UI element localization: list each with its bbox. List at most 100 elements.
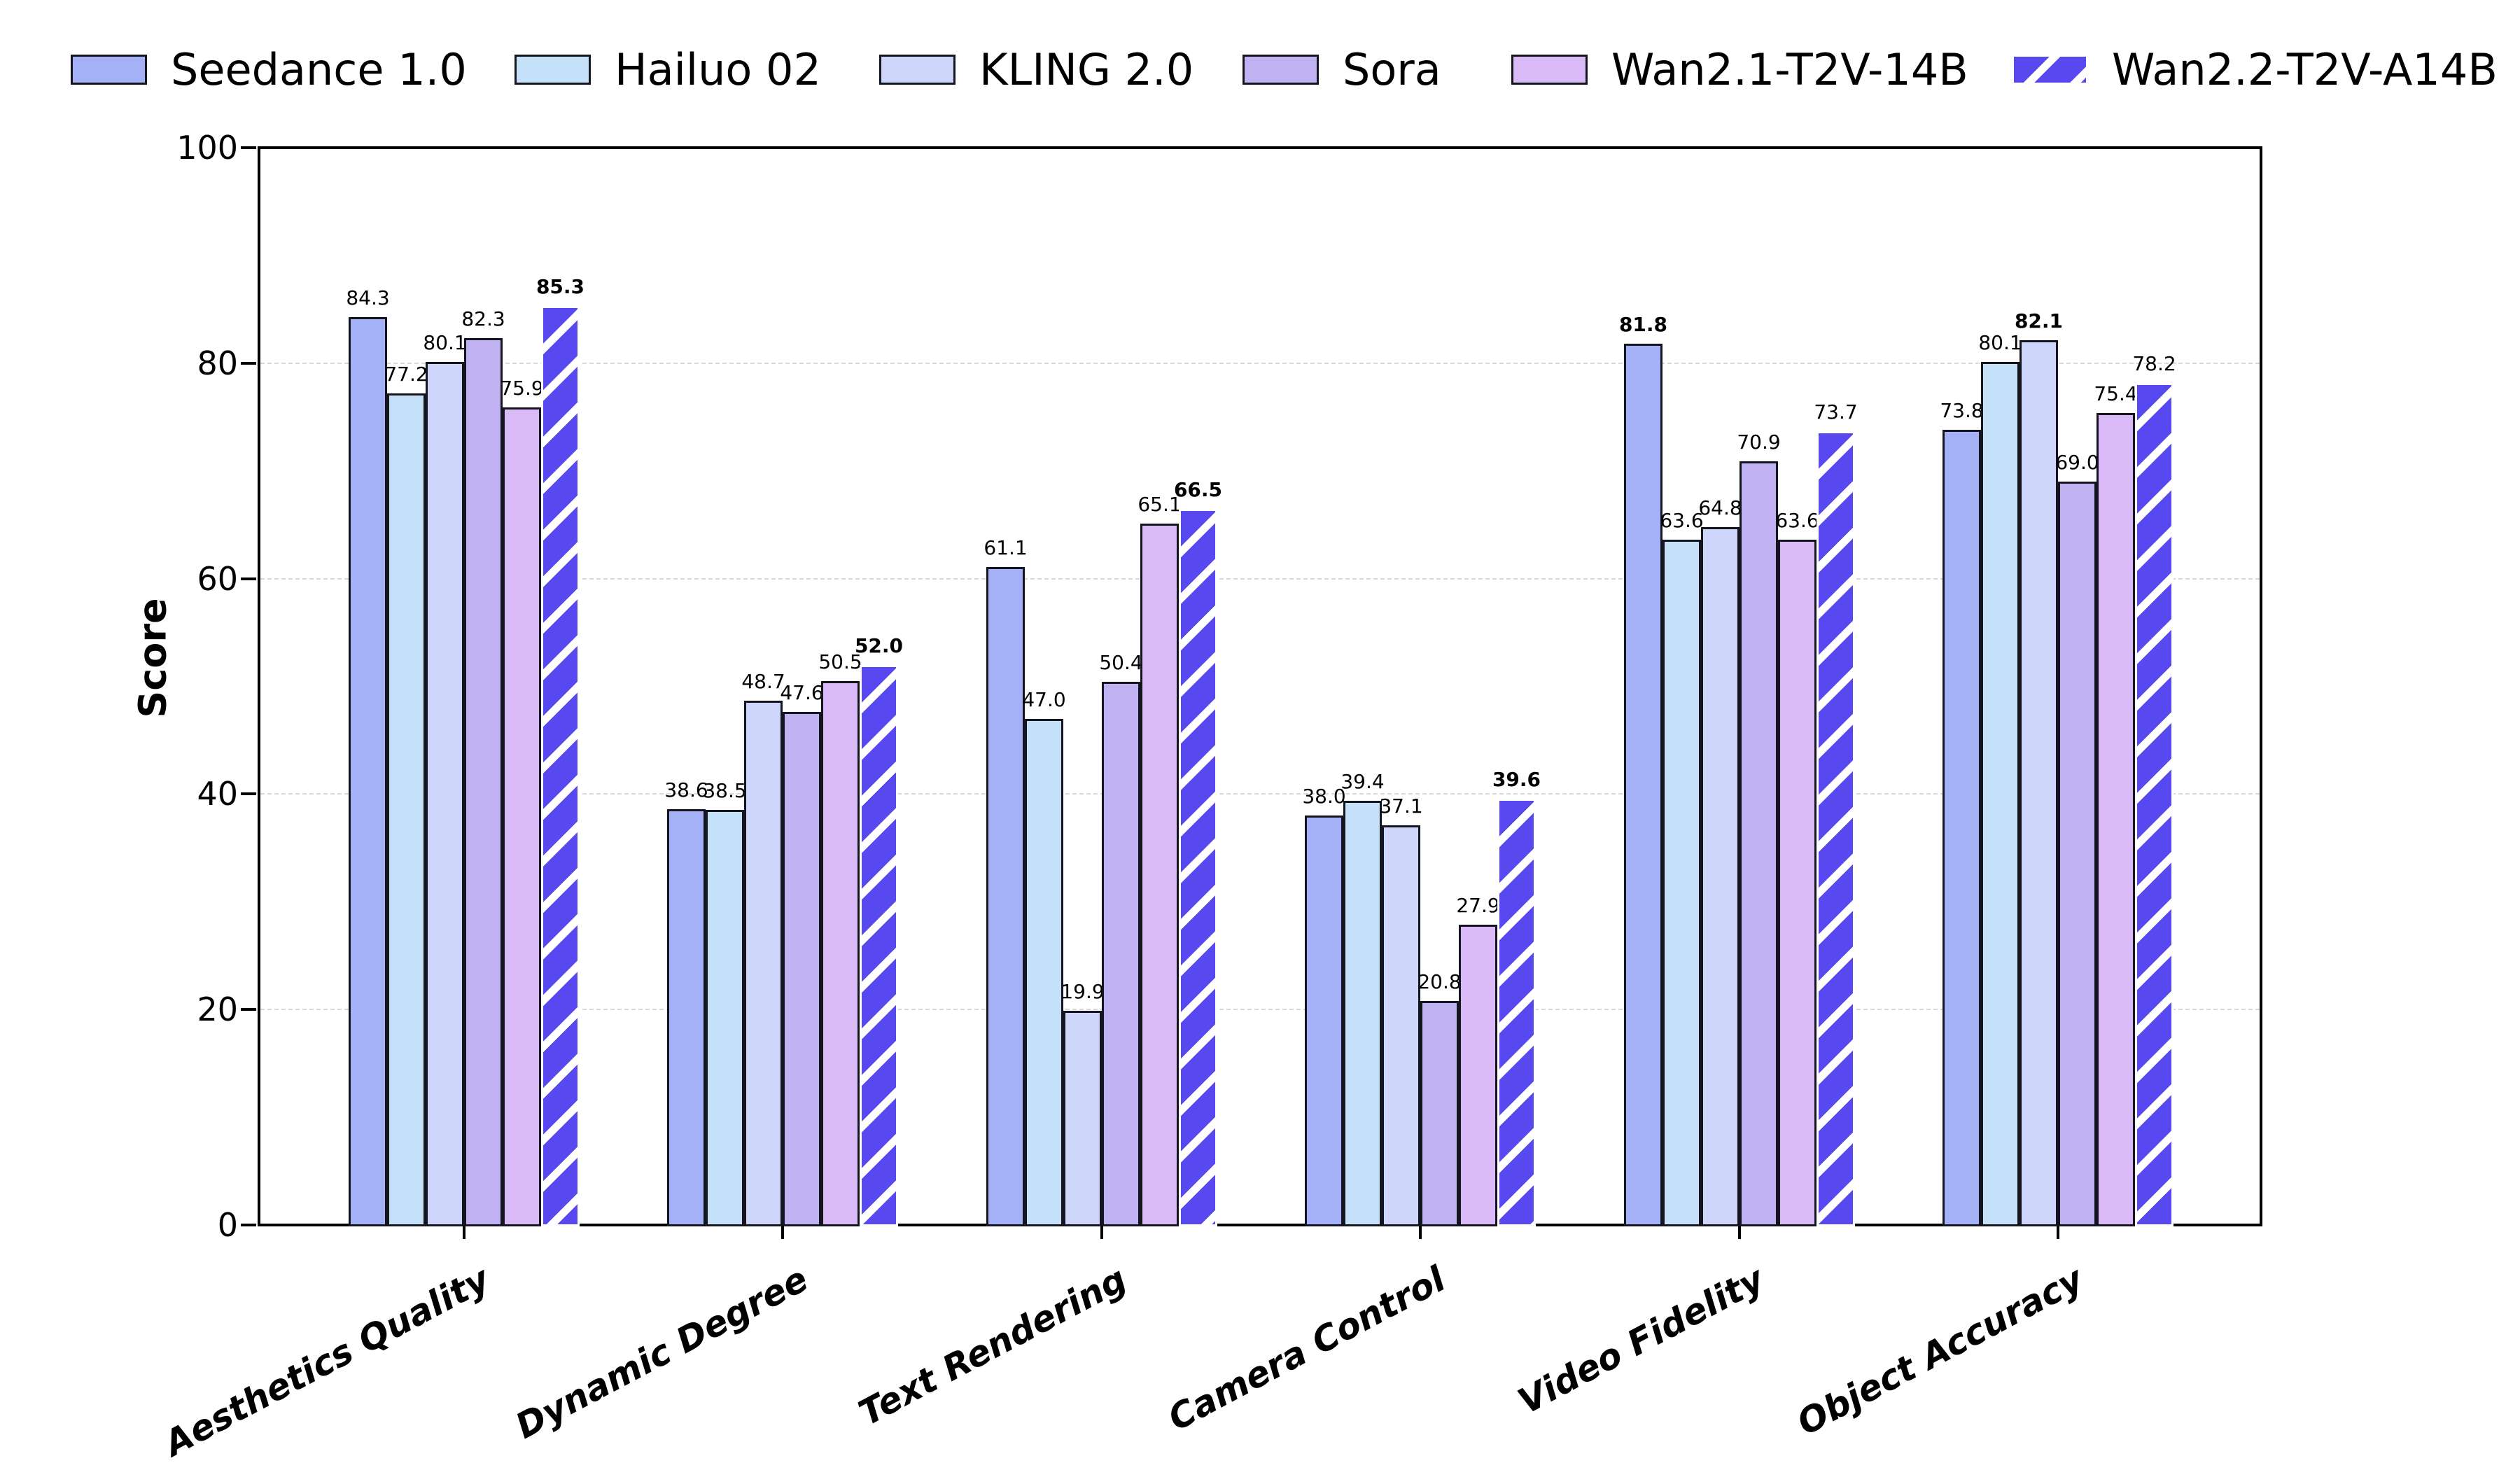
bar-wan2-1-t2v-14b-cat3 [1459, 925, 1497, 1226]
y-tick-mark-20 [241, 1008, 256, 1011]
value-label: 38.6 [664, 778, 708, 802]
legend-item-5: Wan2.2-T2V-A14B [2012, 44, 2498, 95]
bar-kling-2-0-cat4 [1701, 527, 1740, 1226]
x-category-label-3: Camera Control [1161, 1259, 1452, 1439]
y-tick-mark-60 [241, 577, 256, 580]
bar-seedance-1-0-cat3 [1305, 816, 1343, 1226]
value-label: 38.0 [1302, 785, 1346, 808]
value-label: 27.9 [1456, 894, 1500, 917]
value-label: 82.3 [461, 307, 505, 330]
value-label: 65.1 [1138, 493, 1182, 516]
bar-hailuo-02-cat3 [1343, 801, 1382, 1226]
legend-item-4: Wan2.1-T2V-14B [1511, 44, 1968, 95]
y-tick-label-80: 80 [197, 344, 238, 382]
bar-wan2-2-t2v-a14b-cat3 [1497, 799, 1536, 1226]
value-label: 19.9 [1060, 980, 1105, 1003]
value-label: 20.8 [1418, 970, 1462, 993]
value-label: 63.6 [1660, 509, 1704, 532]
value-label: 77.2 [384, 363, 428, 386]
value-label: 50.5 [818, 650, 862, 673]
value-label: 84.3 [346, 286, 390, 309]
y-tick-mark-0 [241, 1224, 256, 1226]
y-tick-label-0: 0 [217, 1206, 238, 1244]
bar-sora-cat5 [2058, 482, 2096, 1226]
value-label: 37.1 [1379, 794, 1423, 818]
bar-seedance-1-0-cat5 [1942, 430, 1981, 1226]
y-tick-label-60: 60 [197, 559, 238, 598]
bar-wan2-2-t2v-a14b-cat4 [1816, 431, 1855, 1226]
gridline-y60 [260, 578, 2260, 580]
bar-wan2-1-t2v-14b-cat1 [821, 681, 860, 1226]
x-category-label-4: Video Fidelity [1511, 1259, 1771, 1422]
legend-item-2: KLING 2.0 [879, 44, 1194, 95]
y-tick-mark-40 [241, 792, 256, 796]
bar-wan2-2-t2v-a14b-cat2 [1179, 509, 1217, 1226]
value-label: 50.4 [1099, 651, 1143, 674]
y-tick-label-100: 100 [176, 129, 238, 167]
bar-hailuo-02-cat5 [1981, 362, 2019, 1226]
bar-sora-cat2 [1102, 682, 1140, 1226]
x-category-label-2: Text Rendering [852, 1259, 1134, 1434]
y-tick-label-40: 40 [197, 775, 238, 813]
bar-seedance-1-0-cat0 [349, 317, 387, 1226]
legend-label: Hailuo 02 [615, 43, 821, 95]
bar-wan2-1-t2v-14b-cat0 [503, 407, 541, 1226]
bar-wan2-1-t2v-14b-cat4 [1778, 540, 1816, 1226]
value-label: 61.1 [983, 536, 1028, 559]
value-label: 47.6 [780, 681, 824, 704]
gridline-y80 [260, 362, 2260, 364]
bar-sora-cat3 [1420, 1001, 1459, 1226]
legend-label: Wan2.2-T2V-A14B [2112, 43, 2498, 95]
y-tick-mark-80 [241, 361, 256, 365]
value-label: 82.1 [2014, 309, 2064, 332]
value-label: 85.3 [536, 275, 585, 298]
value-label: 64.8 [1698, 496, 1742, 519]
value-label: 39.6 [1492, 768, 1541, 791]
bar-seedance-1-0-cat2 [986, 567, 1025, 1226]
legend-swatch-icon [514, 54, 591, 85]
y-tick-mark-100 [241, 146, 256, 149]
bar-hailuo-02-cat2 [1025, 719, 1063, 1226]
bar-sora-cat4 [1740, 461, 1778, 1226]
value-label: 69.0 [2055, 451, 2099, 474]
bar-kling-2-0-cat5 [2019, 340, 2058, 1226]
bar-wan2-2-t2v-a14b-cat5 [2135, 383, 2174, 1226]
legend-label: Wan2.1-T2V-14B [1611, 43, 1968, 95]
legend-swatch-icon [1511, 54, 1588, 85]
x-category-label-5: Object Accuracy [1791, 1259, 2090, 1443]
legend-label: KLING 2.0 [979, 43, 1194, 95]
bar-seedance-1-0-cat4 [1624, 344, 1662, 1226]
value-label: 48.7 [741, 670, 785, 693]
value-label: 81.8 [1618, 313, 1668, 336]
value-label: 47.0 [1022, 688, 1066, 711]
x-tick-mark-2 [1100, 1226, 1103, 1239]
bar-wan2-2-t2v-a14b-cat0 [541, 306, 580, 1226]
value-label: 73.8 [1940, 399, 1984, 422]
bar-kling-2-0-cat3 [1382, 825, 1420, 1226]
legend-swatch-icon [71, 54, 147, 85]
gridline-y20 [260, 1009, 2260, 1011]
legend-item-1: Hailuo 02 [514, 44, 821, 95]
value-label: 70.9 [1737, 430, 1781, 454]
legend-swatch-icon [1242, 54, 1319, 85]
bar-sora-cat0 [464, 338, 503, 1226]
x-category-label-1: Dynamic Degree [509, 1259, 815, 1447]
legend-item-3: Sora [1242, 44, 1441, 95]
legend-swatch-icon [879, 54, 955, 85]
legend-item-0: Seedance 1.0 [71, 44, 467, 95]
legend-swatch-icon [2012, 54, 2088, 85]
value-label: 52.0 [854, 634, 904, 657]
bar-kling-2-0-cat0 [426, 362, 464, 1226]
bar-kling-2-0-cat1 [744, 701, 783, 1226]
y-axis-title: Score [130, 598, 175, 718]
legend-label: Sora [1343, 43, 1441, 95]
bar-wan2-1-t2v-14b-cat2 [1140, 524, 1179, 1226]
value-label: 38.5 [703, 779, 747, 802]
x-tick-mark-5 [2057, 1226, 2059, 1239]
x-tick-mark-1 [781, 1226, 785, 1239]
x-tick-mark-4 [1737, 1226, 1741, 1239]
bar-wan2-2-t2v-a14b-cat1 [860, 665, 898, 1226]
bar-hailuo-02-cat1 [706, 810, 744, 1226]
value-label: 63.6 [1775, 509, 1819, 532]
